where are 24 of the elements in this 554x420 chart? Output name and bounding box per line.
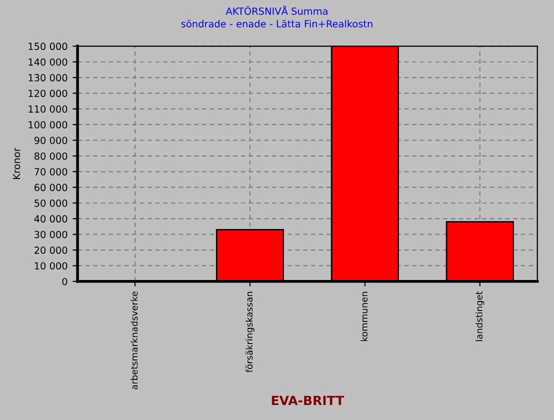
x-tick-label: kommunen — [360, 292, 368, 342]
y-tick-label: 140 000 — [28, 58, 68, 66]
y-axis-title: Kronor — [12, 148, 20, 179]
y-tick-label: 100 000 — [28, 121, 68, 128]
y-tick-label: 10 000 — [34, 262, 68, 270]
y-tick-label: 90 000 — [34, 136, 68, 144]
y-tick-label: 150 000 — [28, 42, 68, 50]
y-tick-label: 50 000 — [34, 199, 68, 207]
chart-subtitle: söndrade - enade - Lätta Fin+Realkostn — [181, 20, 372, 28]
y-tick-label: 20 000 — [34, 246, 68, 254]
y-tick-label: 80 000 — [34, 152, 68, 160]
y-tick-label: 0 — [62, 278, 68, 286]
chart-title: AKTÖRSNIVÅ Summa — [226, 6, 328, 15]
y-tick-label: 40 000 — [34, 215, 68, 223]
y-tick-label: 120 000 — [28, 90, 68, 98]
y-tick-label: 110 000 — [28, 105, 68, 113]
x-tick-label: försäkringskassan — [246, 292, 254, 372]
y-tick-label: 130 000 — [28, 74, 68, 82]
y-tick-label: 70 000 — [34, 168, 68, 176]
y-tick-label: 60 000 — [34, 184, 68, 192]
x-axis-title: EVA-BRITT — [272, 396, 344, 405]
y-tick-label: 30 000 — [34, 230, 68, 238]
x-tick-label: arbetsmarknadsverke — [130, 292, 138, 390]
x-tick-label: landstinget — [476, 291, 484, 342]
